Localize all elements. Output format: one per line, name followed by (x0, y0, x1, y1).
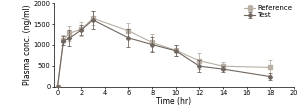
X-axis label: Time (hr): Time (hr) (156, 97, 192, 106)
Y-axis label: Plasma conc. (ng/ml): Plasma conc. (ng/ml) (23, 5, 32, 85)
Legend: Reference, Test: Reference, Test (244, 5, 292, 19)
